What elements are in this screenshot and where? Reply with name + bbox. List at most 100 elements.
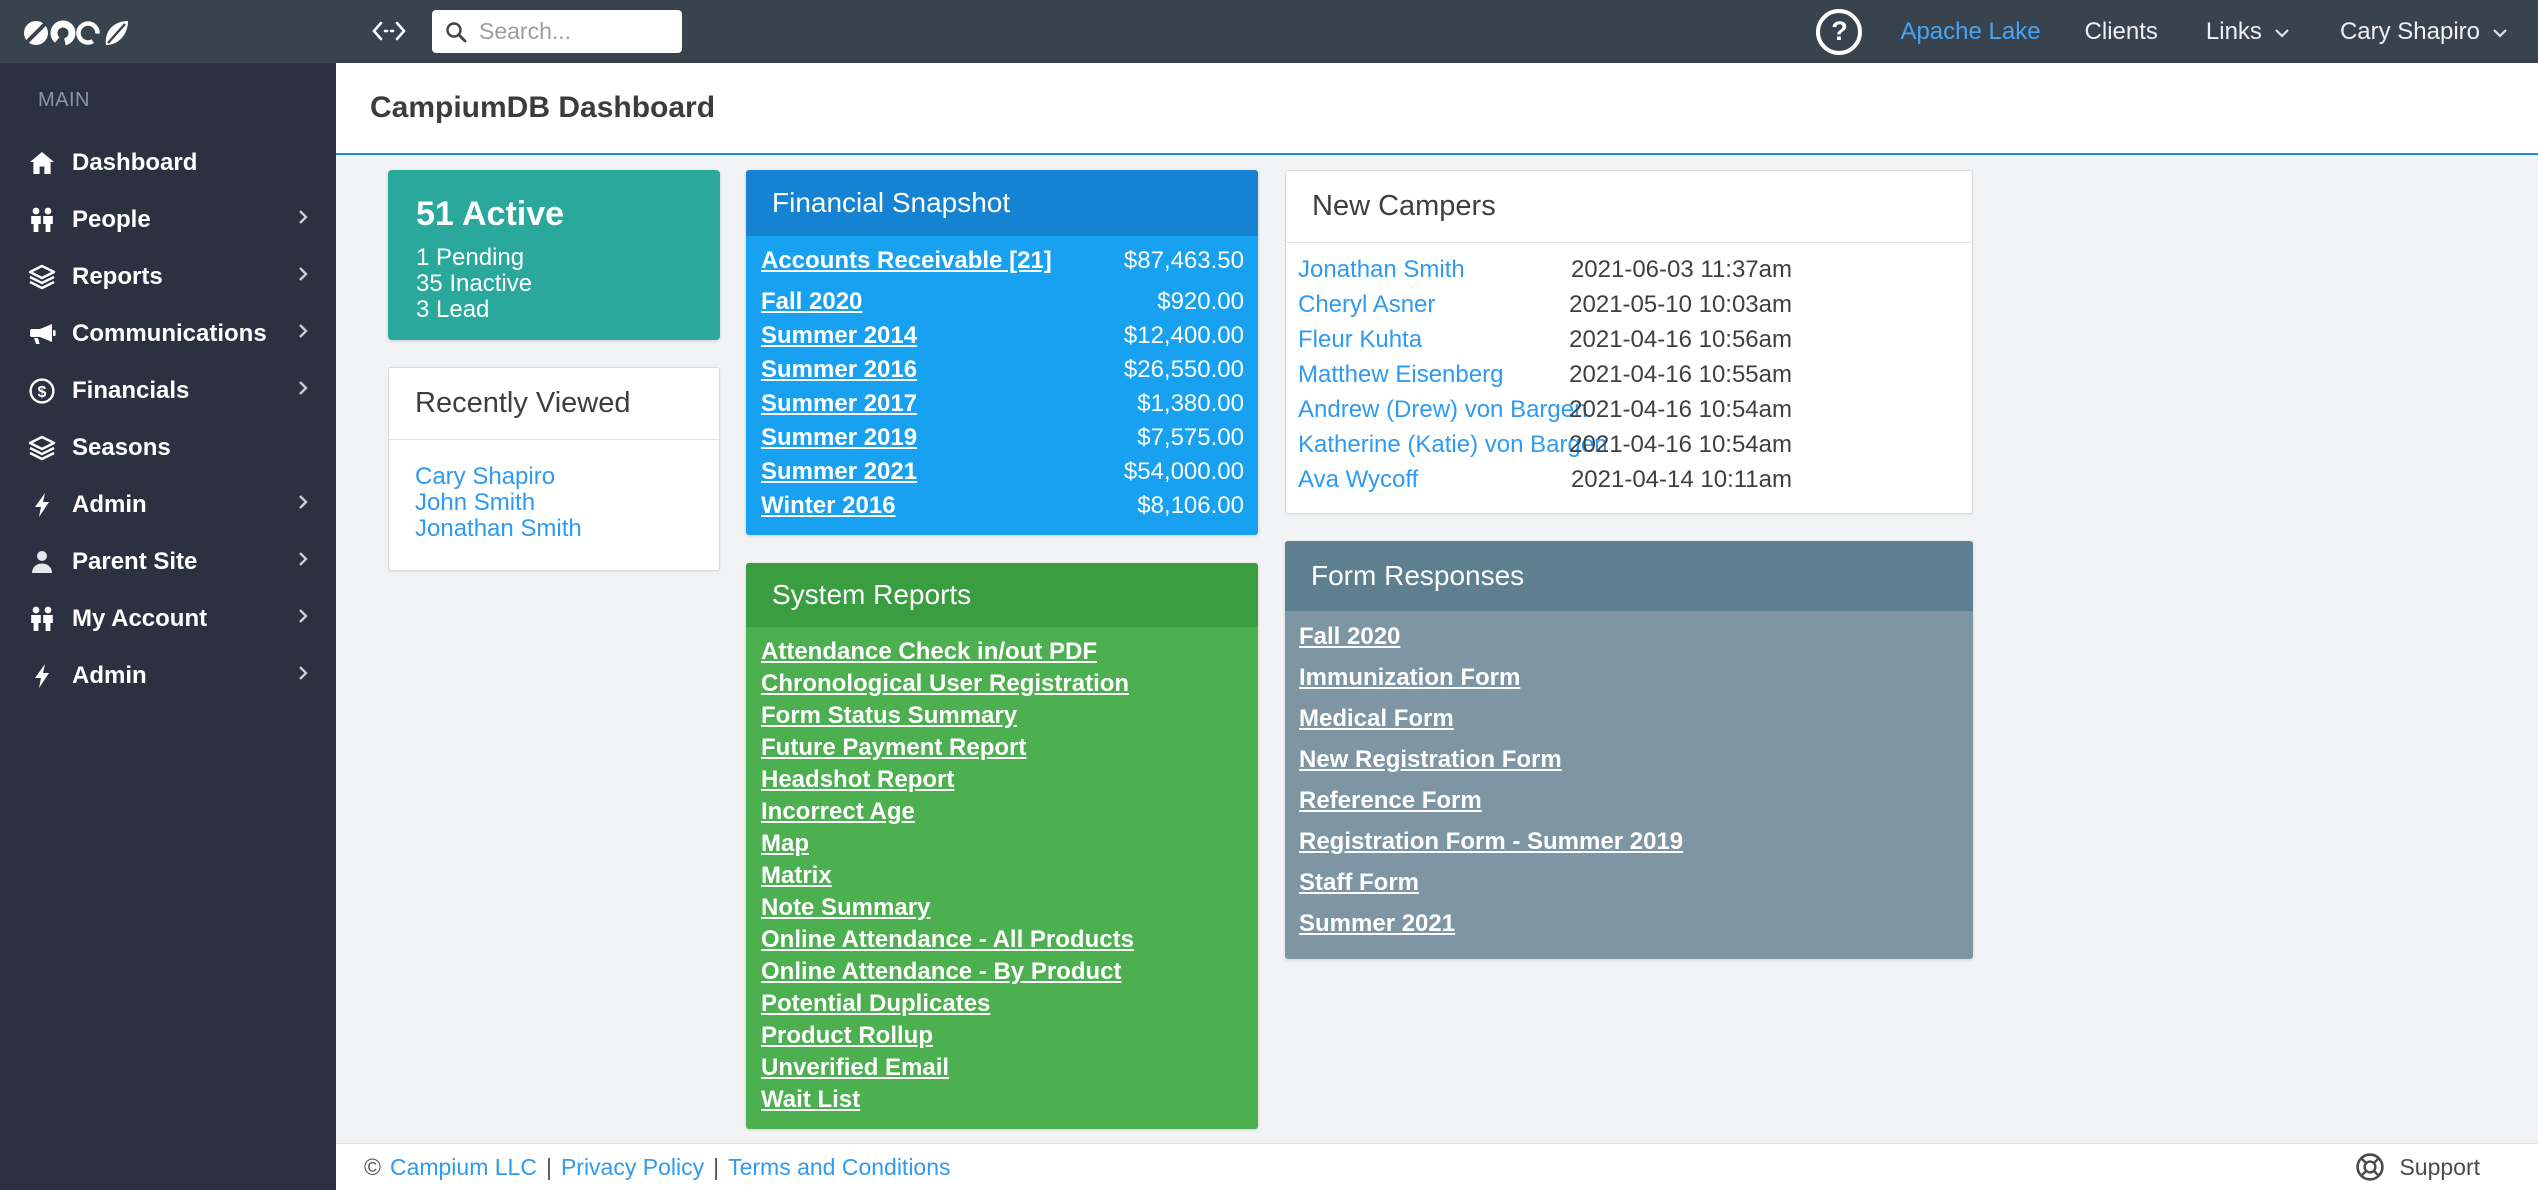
chevron-right-icon [298,380,310,401]
financial-row-link[interactable]: Accounts Receivable [21] [761,247,1052,274]
bolt-icon [26,663,58,689]
new-camper-row: Katherine (Katie) von Bargen 2021-04-16 … [1298,427,1960,462]
sidebar-item-my-account[interactable]: My Account [0,590,336,647]
company-link[interactable]: Campium LLC [389,1153,537,1180]
new-camper-link[interactable]: Matthew Eisenberg [1298,360,1504,388]
financial-row-link[interactable]: Summer 2019 [761,424,918,451]
recently-viewed-link[interactable]: Jonathan Smith [415,515,582,542]
campium-logo[interactable] [22,17,132,54]
sidebar-item-communications[interactable]: Communications [0,305,336,362]
sidebar-item-admin[interactable]: Admin [0,476,336,533]
home-icon [26,151,58,175]
layers-icon [26,435,58,461]
search-input[interactable] [479,18,669,45]
system-report-link[interactable]: Online Attendance - By Product [761,958,1122,985]
new-camper-link[interactable]: Andrew (Drew) von Bargen [1298,395,1588,423]
form-responses-list: Fall 2020 Immunization Form Medical Form [1285,611,1973,959]
main-area: CampiumDB Dashboard 51 Active 1 Pending … [336,63,2538,1190]
camp-link[interactable]: Apache Lake [1900,17,2041,45]
system-report-link[interactable]: Wait List [761,1086,861,1113]
financial-snapshot-panel: Financial Snapshot Accounts Receivable [… [746,170,1258,535]
form-response-link[interactable]: Fall 2020 [1299,623,1401,650]
system-reports-panel: System Reports Attendance Check in/out P… [746,563,1258,1129]
system-report-item: Incorrect Age [746,796,1258,828]
chevron-right-icon [298,608,310,629]
sidebar-item-label: Financials [72,376,190,404]
new-camper-date: 2021-04-16 10:54am [1569,430,1792,458]
financial-row-link[interactable]: Summer 2016 [761,356,918,383]
system-report-link[interactable]: Product Rollup [761,1022,933,1049]
form-response-link[interactable]: Reference Form [1299,787,1482,814]
system-report-link[interactable]: Headshot Report [761,766,955,793]
form-response-item: Registration Form - Summer 2019 [1285,821,1973,862]
financial-row-link[interactable]: Summer 2017 [761,390,918,417]
system-report-link[interactable]: Attendance Check in/out PDF [761,638,1098,665]
new-camper-link[interactable]: Ava Wycoff [1298,465,1419,493]
sidebar: MAIN Dashboard People Reports [0,63,336,1190]
system-report-link[interactable]: Online Attendance - All Products [761,926,1134,953]
column-right: New Campers Jonathan Smith 2021-06-03 11… [1285,170,1973,959]
form-response-link[interactable]: Medical Form [1299,705,1454,732]
form-response-link[interactable]: Summer 2021 [1299,910,1456,937]
sidebar-item-admin-2[interactable]: Admin [0,647,336,704]
links-menu[interactable]: Links [2206,18,2290,46]
system-report-link[interactable]: Incorrect Age [761,798,915,825]
financial-row: Summer 2017 $1,380.00 [746,387,1258,421]
system-report-link[interactable]: Future Payment Report [761,734,1027,761]
recently-viewed-card: Recently Viewed Cary Shapiro John Smith … [388,367,720,571]
system-report-link[interactable]: Form Status Summary [761,702,1018,729]
financial-snapshot-list: Accounts Receivable [21] $87,463.50 Fall… [746,236,1258,535]
sidebar-item-dashboard[interactable]: Dashboard [0,134,336,191]
form-response-link[interactable]: Immunization Form [1299,664,1521,691]
sidebar-item-label: People [72,205,151,233]
megaphone-icon [26,322,58,346]
person-icon [26,549,58,575]
chevron-down-icon [2275,29,2289,38]
lead-count: 3 Lead [416,296,490,323]
sidebar-item-financials[interactable]: $ Financials [0,362,336,419]
financial-row: Summer 2021 $54,000.00 [746,455,1258,489]
system-report-link[interactable]: Chronological User Registration [761,670,1130,697]
system-report-link[interactable]: Matrix [761,862,832,889]
sidebar-collapse-icon[interactable] [372,19,406,48]
system-report-link[interactable]: Map [761,830,809,857]
support-button[interactable]: Support [2355,1152,2480,1182]
form-response-link[interactable]: Registration Form - Summer 2019 [1299,828,1684,855]
clients-link[interactable]: Clients [2084,17,2158,45]
sidebar-item-reports[interactable]: Reports [0,248,336,305]
sidebar-item-seasons[interactable]: Seasons [0,419,336,476]
system-report-item: Unverified Email [746,1052,1258,1084]
help-icon[interactable]: ? [1816,8,1863,55]
financial-row-amount: $920.00 [1157,288,1244,315]
system-report-link[interactable]: Unverified Email [761,1054,950,1081]
sidebar-item-people[interactable]: People [0,191,336,248]
new-camper-link[interactable]: Fleur Kuhta [1298,325,1423,353]
user-menu[interactable]: Cary Shapiro [2340,18,2508,46]
system-report-item: Future Payment Report [746,732,1258,764]
camper-stats-card: 51 Active 1 Pending 35 Inactive 3 Lead [388,170,720,340]
form-response-link[interactable]: New Registration Form [1299,746,1562,773]
life-ring-icon [2356,1153,2385,1181]
form-response-item: Fall 2020 [1285,616,1973,657]
form-response-link[interactable]: Staff Form [1299,869,1419,896]
financial-row-link[interactable]: Winter 2016 [761,492,896,519]
sidebar-item-parent-site[interactable]: Parent Site [0,533,336,590]
system-report-link[interactable]: Note Summary [761,894,931,921]
financial-row-link[interactable]: Fall 2020 [761,288,863,315]
new-campers-title: New Campers [1286,171,1972,243]
recently-viewed-link[interactable]: Cary Shapiro [415,463,556,490]
privacy-policy-link[interactable]: Privacy Policy [560,1153,705,1180]
financial-row-link[interactable]: Summer 2014 [761,322,918,349]
form-responses-panel: Form Responses Fall 2020 Immunization Fo… [1285,541,1973,959]
terms-link[interactable]: Terms and Conditions [728,1153,951,1180]
new-camper-link[interactable]: Cheryl Asner [1298,290,1436,318]
chevron-right-icon [298,323,310,344]
recently-viewed-link[interactable]: John Smith [415,489,536,516]
financial-row-link[interactable]: Summer 2021 [761,458,918,485]
new-camper-row: Ava Wycoff 2021-04-14 10:11am [1298,462,1960,497]
new-camper-link[interactable]: Jonathan Smith [1298,255,1465,283]
new-camper-row: Andrew (Drew) von Bargen 2021-04-16 10:5… [1298,392,1960,427]
footer-legal: © Campium LLC | Privacy Policy | Terms a… [364,1154,951,1181]
new-camper-link[interactable]: Katherine (Katie) von Bargen [1298,430,1608,458]
system-report-link[interactable]: Potential Duplicates [761,990,991,1017]
